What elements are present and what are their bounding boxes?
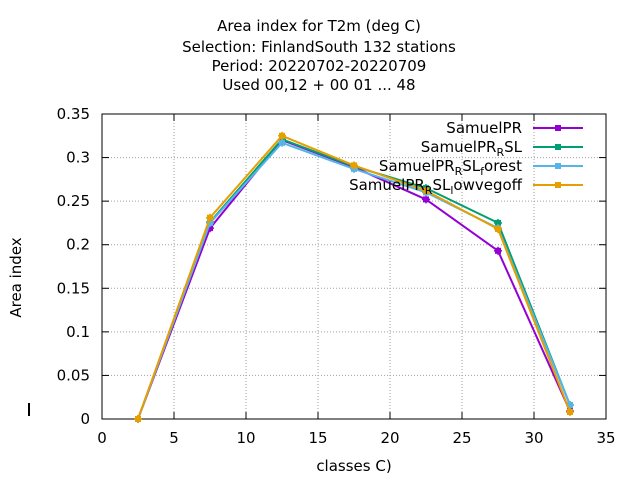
legend-marker: [555, 144, 561, 150]
title-line-1: Area index for T2m (deg C): [217, 17, 421, 35]
legend-text: SL: [432, 176, 451, 194]
legend-item-3: SamuelPRR​SLf​orest: [379, 157, 583, 178]
y-tick-label: 0: [80, 410, 90, 428]
y-tick-label: 0.35: [57, 105, 90, 123]
axis-ticks: 0 5 10 15 20 25 30 35 0 0.05 0.1 0.15 0.2 0.25 0.3 0.35: [57, 105, 616, 447]
legend-marker: [555, 163, 561, 169]
legend-text: SL: [504, 138, 523, 156]
x-tick-label: 35: [596, 429, 615, 447]
y-tick-label: 0.05: [57, 366, 90, 384]
legend-text: orest: [484, 157, 522, 175]
legend-subscript: R: [496, 146, 504, 159]
x-tick-label: 0: [97, 429, 107, 447]
y-tick-label: 0.2: [66, 236, 90, 254]
x-axis-label: classes C): [316, 457, 391, 475]
series-4: [134, 131, 574, 423]
x-tick-label: 5: [169, 429, 179, 447]
title-line-3: Period: 20220702-20220709: [211, 57, 427, 75]
series-layer: [134, 131, 574, 423]
legend-text: SamuelPR: [349, 176, 425, 194]
legend-subscript: R: [455, 165, 463, 178]
legend-label: SamuelPRR​SL: [421, 138, 523, 159]
legend-label: SamuelPRR​SLf​orest: [379, 157, 522, 178]
plot-frame: [101, 113, 607, 420]
x-tick-label: 30: [524, 429, 543, 447]
title-line-2: Selection: FinlandSouth 132 stations: [182, 38, 456, 56]
legend-item-1: SamuelPR: [446, 119, 583, 137]
legend-label: SamuelPR: [446, 119, 522, 137]
legend-text: SamuelPR: [379, 157, 455, 175]
x-tick-label: 25: [452, 429, 471, 447]
legend-marker: [555, 125, 561, 131]
legend-item-4: SamuelPRR​SLl​owvegoff: [349, 176, 583, 197]
legend-text: SL: [462, 157, 481, 175]
legend-subscript: f: [480, 165, 485, 178]
legend-text: SamuelPR: [446, 119, 522, 137]
y-tick-label: 0.1: [66, 323, 90, 341]
legend-item-2: SamuelPRR​SL: [421, 138, 583, 159]
x-tick-label: 15: [308, 429, 327, 447]
legend-subscript: l: [450, 184, 453, 197]
y-axis-label: Area index: [7, 237, 25, 317]
y-tick-label: 0.15: [57, 279, 90, 297]
legend: SamuelPRSamuelPRR​SLSamuelPRR​SLf​orestS…: [349, 119, 583, 197]
x-tick-label: 20: [380, 429, 399, 447]
legend-subscript: R: [425, 184, 433, 197]
legend-label: SamuelPRR​SLl​owvegoff: [349, 176, 523, 197]
legend-text: owvegoff: [453, 176, 522, 194]
grid: [102, 114, 606, 419]
y-tick-label: 0.25: [57, 192, 90, 210]
legend-text: SamuelPR: [421, 138, 497, 156]
title-line-4: Used 00,12 + 00 01 ... 48: [222, 76, 416, 94]
y-tick-label: 0.3: [66, 149, 90, 167]
legend-marker: [555, 182, 561, 188]
x-tick-label: 10: [236, 429, 255, 447]
